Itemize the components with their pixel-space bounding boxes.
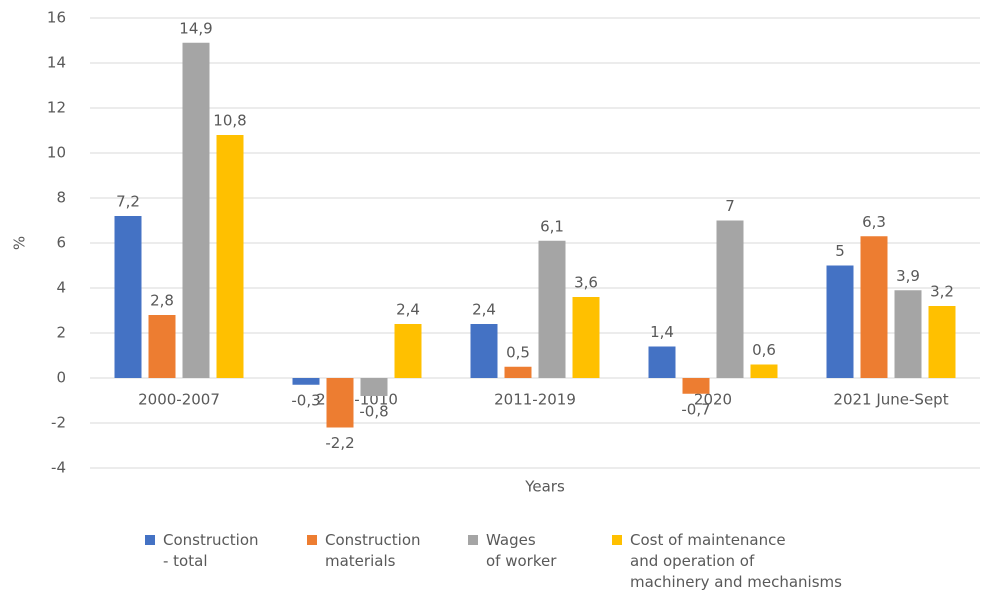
data-label: 3,9	[896, 267, 920, 285]
y-tick-label: 12	[47, 99, 66, 117]
data-label: 5	[835, 242, 845, 260]
legend-label: Construction materials	[325, 531, 421, 570]
bar	[928, 306, 956, 378]
data-label: -0,3	[291, 391, 320, 409]
y-tick-label: 14	[47, 54, 66, 72]
y-tick-label: 16	[47, 9, 66, 27]
data-label: -0,8	[359, 403, 388, 421]
bar	[894, 290, 922, 378]
bar	[292, 378, 320, 385]
legend-swatch	[145, 535, 155, 545]
data-label: 3,2	[930, 283, 954, 301]
data-label: 0,5	[506, 343, 530, 361]
bar	[114, 216, 142, 378]
data-label: 7,2	[116, 193, 140, 211]
y-tick-label: 2	[56, 324, 66, 342]
bar	[360, 378, 388, 396]
bar	[826, 265, 854, 378]
bar	[538, 240, 566, 378]
bar	[716, 220, 744, 378]
bar	[394, 324, 422, 378]
data-label: -2,2	[325, 434, 354, 452]
data-label: 10,8	[213, 112, 246, 130]
data-label: 14,9	[179, 19, 212, 37]
legend-label: Construction - total	[163, 531, 259, 570]
bar	[648, 346, 676, 378]
data-label: 6,1	[540, 217, 564, 235]
x-tick-label: 2021 June-Sept	[833, 391, 948, 409]
bar	[682, 378, 710, 394]
data-label: 1,4	[650, 323, 674, 341]
y-tick-label: -2	[51, 414, 66, 432]
y-tick-label: 8	[56, 189, 66, 207]
bar	[750, 364, 778, 378]
data-label: 2,8	[150, 292, 174, 310]
x-tick-label: 2011-2019	[494, 391, 576, 409]
data-label: 7	[725, 197, 735, 215]
y-tick-label: 6	[56, 234, 66, 252]
legend-swatch	[612, 535, 622, 545]
legend-label: Wages of worker	[486, 531, 557, 570]
bar	[470, 324, 498, 378]
bar	[182, 42, 210, 378]
bar	[860, 236, 888, 378]
legend-swatch	[307, 535, 317, 545]
bar	[148, 315, 176, 378]
data-label: 3,6	[574, 274, 598, 292]
data-label: 2,4	[396, 301, 420, 319]
data-label: 6,3	[862, 213, 886, 231]
data-label: 2,4	[472, 301, 496, 319]
legend-label: Cost of maintenance and operation of machi…	[630, 531, 842, 591]
bar	[504, 366, 532, 378]
legend-swatch	[468, 535, 478, 545]
data-label: -0,7	[681, 400, 710, 418]
x-tick-label: 2020	[694, 391, 732, 409]
bar	[216, 135, 244, 378]
y-axis-title: %	[11, 236, 29, 250]
x-axis-title: Years	[524, 478, 565, 496]
y-tick-label: 0	[56, 369, 66, 387]
y-tick-label: 10	[47, 144, 66, 162]
bar	[572, 297, 600, 378]
bar	[326, 378, 354, 428]
y-tick-label: 4	[56, 279, 66, 297]
x-tick-label: 2000-2007	[138, 391, 220, 409]
data-label: 0,6	[752, 341, 776, 359]
y-tick-label: -4	[51, 459, 66, 477]
